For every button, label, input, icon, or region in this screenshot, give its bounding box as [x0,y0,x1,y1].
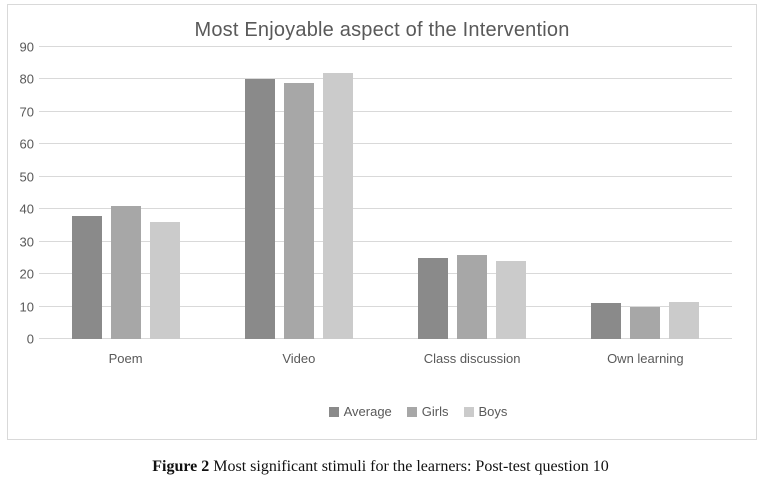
category-label-video: Video [282,351,316,366]
bar-girls-video [283,82,314,339]
x-axis-line [39,338,732,339]
y-axis-tick-90: 90 [19,39,34,55]
bar-girls-poem [110,205,141,339]
gridline-80 [39,78,732,80]
bar-boys-video [322,72,353,339]
gridline-20 [39,273,732,275]
chart-legend: Average Girls Boys [44,404,761,419]
category-label-poem: Poem [108,351,143,366]
y-axis: 0 10 20 30 40 50 60 70 80 90 [8,40,34,347]
y-axis-tick-50: 50 [19,169,34,185]
bar-group-own-learning [559,47,732,339]
figure-caption: Figure 2 Most significant stimuli for th… [0,458,761,476]
gridline-70 [39,110,732,112]
bar-groups [39,47,732,339]
chart-title: Most Enjoyable aspect of the Interventio… [194,19,570,41]
figure-caption-label: Figure 2 [152,458,210,475]
bar-group-video [212,47,385,339]
y-axis-tick-30: 30 [19,234,34,250]
plot-area [39,46,732,339]
x-axis: Poem Video Class discussion Own learning [39,351,732,366]
bar-average-class-discussion [418,257,449,339]
bar-group-poem [39,47,212,339]
y-axis-tick-80: 80 [19,71,34,87]
y-axis-tick-0: 0 [26,331,34,347]
bar-boys-class-discussion [496,261,527,339]
legend-swatch-girls [406,406,417,417]
gridline-50 [39,175,732,177]
bar-average-own-learning [591,303,622,339]
legend-label-boys: Boys [478,404,508,419]
figure-caption-text: Most significant stimuli for the learner… [209,458,609,475]
legend-item-girls: Girls [406,404,449,419]
bar-boys-poem [149,222,180,339]
legend-swatch-boys [463,406,474,417]
bar-average-video [244,79,275,339]
gridline-10 [39,305,732,307]
y-axis-tick-60: 60 [19,136,34,152]
y-axis-tick-10: 10 [19,299,34,315]
legend-label-girls: Girls [421,404,449,419]
bar-girls-class-discussion [457,254,488,339]
category-label-own-learning: Own learning [607,351,684,366]
bar-group-class-discussion [386,47,559,339]
legend-swatch-average [328,406,339,417]
y-axis-tick-70: 70 [19,104,34,120]
bar-average-poem [71,215,102,339]
y-axis-tick-40: 40 [19,201,34,217]
category-label-class-discussion: Class discussion [423,351,521,366]
gridline-40 [39,208,732,210]
bar-girls-own-learning [630,306,661,339]
bar-chart: Most Enjoyable aspect of the Interventio… [7,4,757,440]
gridline-90 [39,46,732,47]
gridline-60 [39,143,732,145]
legend-label-average: Average [343,404,392,419]
bar-boys-own-learning [669,301,700,339]
legend-item-average: Average [328,404,392,419]
y-axis-tick-20: 20 [19,266,34,282]
gridline-30 [39,240,732,242]
legend-item-boys: Boys [463,404,508,419]
